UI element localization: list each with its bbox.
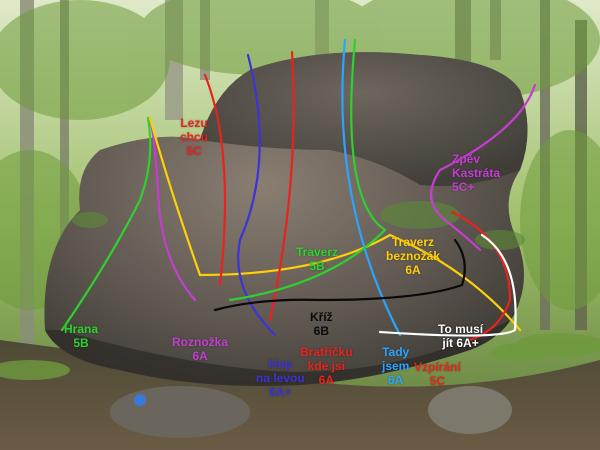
route-label-hrana: Hrana 5B	[64, 322, 99, 350]
route-line-yellow	[148, 116, 522, 332]
boulder-shadow	[45, 300, 520, 386]
route-line-hrana	[60, 116, 152, 332]
route-label-traverz-5b: Traverz 5B	[296, 245, 339, 273]
stone-front-left	[110, 386, 250, 438]
route-label-roznozka: Roznožka 6A	[172, 335, 229, 363]
route-label-vzpirani: Vzpírání 5C	[414, 360, 461, 388]
route-label-lezu-chcu: Lezu chcu 5C	[180, 116, 209, 158]
route-line-lezu-chcu	[203, 73, 227, 287]
route-line-to-musi	[378, 233, 517, 337]
route-label-bratricku: Bratříčku kde jsi 6A	[300, 345, 353, 387]
route-line-tady-jsem	[341, 38, 402, 337]
blue-marker	[134, 394, 146, 406]
route-label-hop-na-levou: Hop na levou 6A+	[256, 357, 305, 399]
route-line-zpev	[430, 83, 537, 252]
route-line-kriz	[213, 238, 466, 312]
route-line-roznozka	[148, 116, 197, 302]
foliage	[0, 0, 600, 310]
boulder-moss	[72, 201, 525, 250]
route-label-zpev-kastrata: Zpěv Kastráta 5C+	[452, 152, 501, 194]
route-label-tady-jsem: Tady jsem 6A	[382, 345, 410, 387]
route-line-traverz-5b	[228, 38, 387, 302]
route-line-bratricku	[268, 50, 295, 322]
route-label-to-musi: To musí jít 6A+	[438, 322, 484, 350]
route-line-vzpirani	[450, 210, 512, 342]
route-label-traverz-beznozak: Traverz beznožák 6A	[386, 235, 441, 277]
boulder-top-block	[200, 52, 528, 187]
moss-patches	[0, 333, 600, 380]
stone-front-right	[428, 386, 512, 434]
route-label-kriz: Kříž 6B	[310, 310, 333, 338]
